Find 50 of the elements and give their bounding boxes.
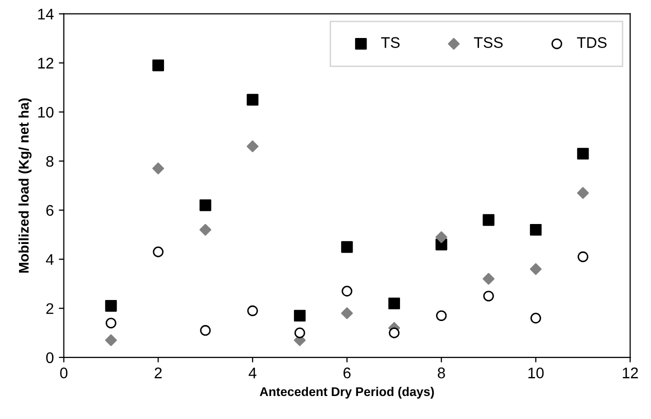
point <box>530 224 542 236</box>
point <box>341 241 353 253</box>
y-tick-label: 8 <box>46 156 54 167</box>
y-tick-label: 14 <box>38 8 54 20</box>
y-tick-label: 4 <box>46 254 54 265</box>
point <box>578 251 588 262</box>
point <box>200 224 212 236</box>
x-tick-label: 4 <box>248 368 256 378</box>
point <box>152 162 164 174</box>
point <box>152 246 164 258</box>
point <box>105 300 117 312</box>
x-axis-title: Antecedent Dry Period (days) <box>260 386 434 399</box>
x-tick-label: 2 <box>154 368 162 378</box>
y-tick-label: 6 <box>46 205 54 216</box>
x-tick-label: 12 <box>622 368 638 378</box>
point <box>577 148 589 160</box>
point <box>106 318 116 328</box>
y-tick-label: 12 <box>38 58 54 68</box>
point <box>436 310 447 322</box>
point <box>247 305 258 316</box>
point <box>200 199 212 212</box>
y-tick-label: 10 <box>38 106 54 118</box>
point <box>152 60 164 72</box>
legend-label: TS <box>381 37 400 48</box>
point <box>577 187 589 199</box>
y-tick-label: 2 <box>46 303 54 314</box>
x-tick-label: 6 <box>344 368 351 378</box>
point <box>294 328 306 338</box>
point <box>342 286 352 296</box>
point <box>200 325 211 336</box>
point <box>388 298 400 310</box>
point <box>388 328 400 338</box>
point <box>530 312 542 324</box>
point <box>530 263 542 275</box>
y-tick-label: 0 <box>46 352 54 364</box>
x-tick-label: 8 <box>438 368 445 378</box>
point <box>435 231 448 244</box>
legend-label: TSS <box>474 37 503 48</box>
y-axis-title: Mobilized load (Kg/ net ha) <box>18 98 32 273</box>
point <box>482 272 494 285</box>
point <box>341 307 353 320</box>
x-tick-label: 0 <box>60 368 68 378</box>
legend-label: TDS <box>577 37 607 48</box>
point <box>482 214 494 226</box>
point <box>105 334 117 346</box>
point <box>246 140 258 152</box>
point <box>294 310 306 322</box>
x-tick-label: 10 <box>528 368 544 378</box>
point <box>246 94 258 106</box>
point <box>483 290 494 302</box>
